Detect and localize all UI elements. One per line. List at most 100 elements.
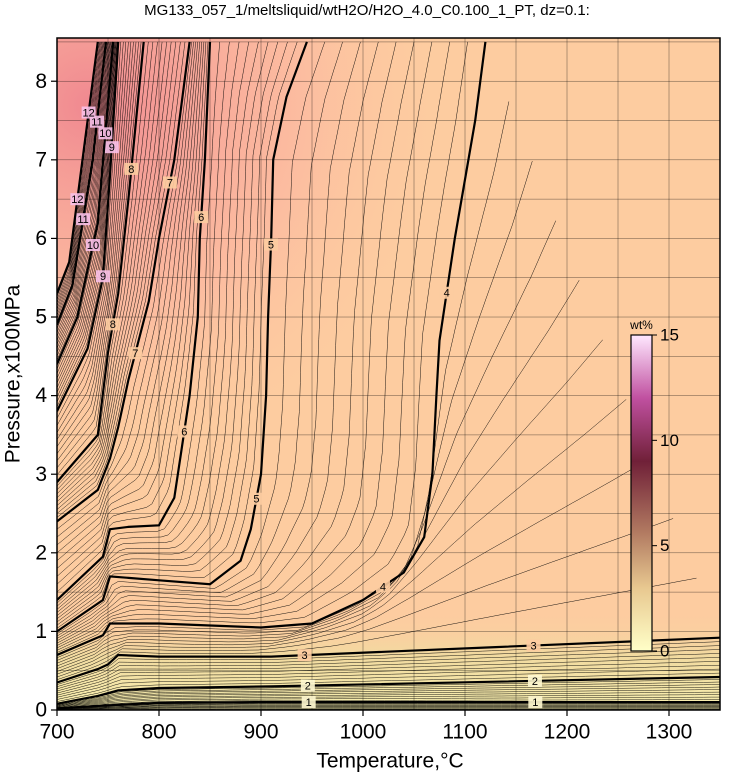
contour-label: 5	[268, 239, 274, 251]
contour-label-box	[297, 649, 312, 662]
x-tick-label: 700	[39, 721, 74, 744]
contour-label-box	[375, 580, 390, 593]
y-tick-label: 0	[35, 699, 47, 722]
contour-label-box	[105, 318, 120, 331]
minor-contour	[57, 707, 720, 710]
minor-contour	[57, 41, 118, 402]
minor-contour	[57, 41, 172, 506]
contour-label: 9	[100, 271, 106, 283]
contour-label: 10	[99, 128, 111, 140]
contour-label-box	[128, 347, 143, 360]
y-tick-label: 3	[35, 463, 47, 486]
minor-contour	[57, 41, 259, 616]
minor-contour	[57, 641, 720, 685]
minor-contour	[57, 41, 142, 476]
y-tick-label: 2	[35, 541, 47, 564]
minor-contour	[57, 41, 109, 337]
minor-contour	[57, 41, 199, 553]
minor-contour	[57, 339, 603, 669]
minor-contour	[57, 681, 720, 705]
contour-label-box	[81, 106, 96, 119]
minor-contour	[57, 41, 326, 634]
minor-contour	[57, 41, 205, 577]
minor-contour	[57, 704, 720, 710]
minor-contour	[57, 694, 720, 708]
y-tick-label: 4	[35, 384, 47, 407]
contour-label: 1	[532, 697, 538, 709]
minor-contour	[57, 706, 720, 710]
x-tick-label: 1300	[646, 721, 693, 744]
minor-contour	[57, 41, 158, 495]
x-tick-label: 800	[141, 721, 176, 744]
minor-contour	[57, 664, 720, 698]
minor-contour	[57, 691, 720, 707]
minor-contour	[57, 41, 207, 585]
minor-contour	[57, 41, 343, 637]
colorbar	[630, 334, 653, 652]
minor-contour	[57, 41, 194, 538]
minor-contour	[57, 653, 720, 692]
contour-label: 1	[306, 697, 312, 709]
minor-contour	[57, 41, 288, 626]
contour-label: 4	[380, 581, 386, 593]
minor-contour	[57, 41, 137, 461]
y-tick-label: 5	[35, 306, 47, 329]
minor-contour	[57, 41, 186, 518]
minor-contour	[57, 41, 115, 374]
plot-frame	[56, 37, 721, 711]
contour-label: 2	[305, 681, 311, 693]
minor-contour	[57, 41, 177, 510]
contour-label-box	[162, 176, 177, 189]
minor-contour	[57, 41, 116, 388]
minor-contour	[57, 696, 720, 708]
minor-contour	[57, 41, 124, 426]
minor-contour	[57, 41, 279, 623]
minor-contour	[57, 41, 181, 514]
minor-contour	[57, 41, 269, 619]
x-tick-label: 1100	[442, 721, 487, 744]
minor-contour	[57, 686, 720, 706]
minor-contour	[57, 41, 110, 345]
contour-label-box	[85, 239, 100, 252]
minor-contour	[57, 41, 379, 641]
minor-contour	[57, 41, 134, 454]
minor-contour	[57, 41, 108, 333]
minor-contour	[57, 41, 433, 649]
colorbar-tick-label: 15	[660, 325, 679, 344]
minor-contour	[57, 41, 112, 357]
minor-contour	[57, 41, 102, 307]
contour-label: 12	[83, 107, 95, 119]
minor-contour	[57, 41, 450, 651]
minor-contour	[57, 699, 720, 709]
colorbar-tick-label: 0	[660, 641, 669, 660]
contour-line	[57, 701, 720, 710]
minor-contour	[57, 41, 149, 487]
minor-contour	[57, 41, 196, 546]
contour-label: 7	[132, 348, 138, 360]
contour-label: 6	[181, 426, 187, 438]
minor-contour	[57, 679, 720, 705]
minor-contour	[57, 41, 103, 310]
contour-line	[57, 636, 720, 684]
minor-contour	[57, 101, 510, 658]
contour-label: 11	[91, 117, 102, 129]
minor-contour	[57, 518, 674, 678]
contour-label-box	[76, 213, 91, 226]
minor-contour	[57, 649, 720, 690]
contour-label: 8	[110, 319, 116, 331]
minor-contour	[57, 41, 298, 629]
x-tick-label: 900	[243, 721, 278, 744]
minor-contour	[57, 41, 116, 384]
minor-contour	[57, 41, 111, 349]
minor-contour	[57, 41, 415, 646]
contour-label-box	[527, 674, 542, 687]
y-tick-label: 8	[35, 70, 47, 93]
minor-contour	[57, 708, 720, 710]
minor-contour	[57, 41, 154, 491]
minor-contour	[57, 41, 192, 530]
minor-contour	[57, 41, 468, 653]
minor-contour	[57, 41, 127, 433]
minor-contour	[57, 41, 361, 639]
